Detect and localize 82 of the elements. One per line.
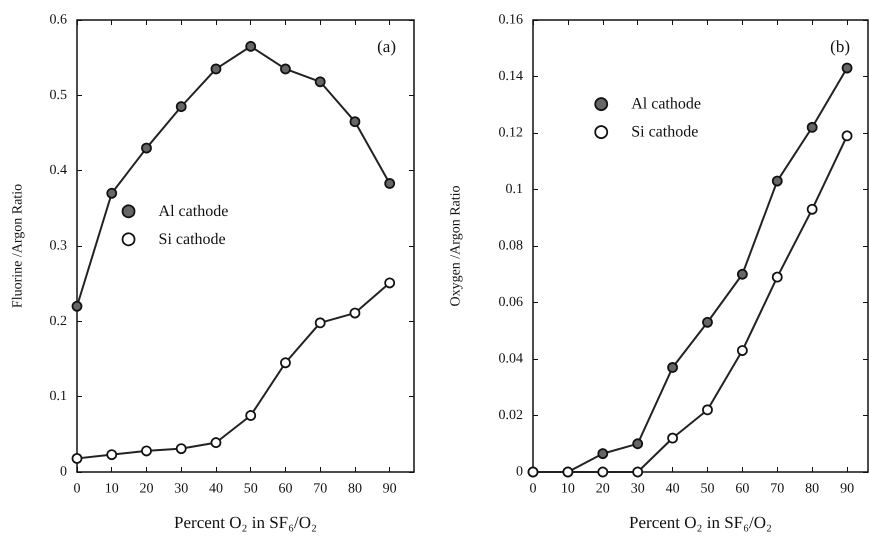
y-tick-label: 0.16 — [498, 12, 523, 28]
point — [280, 357, 291, 368]
point — [806, 204, 818, 215]
y-axis-title: Oxygen /Argon Ratio — [448, 185, 464, 307]
y-tick-label: 0.02 — [498, 408, 523, 423]
x-tick-label: 20 — [139, 482, 154, 496]
legend-label: Al cathode — [158, 202, 228, 220]
x-axis-title: Percent O₂ in SF₆/O₂ — [174, 513, 317, 532]
y-axis-title: Fluorine /Argon Ratio — [10, 184, 26, 308]
point — [210, 64, 222, 74]
point — [314, 76, 326, 88]
point — [632, 438, 644, 450]
point — [597, 448, 608, 460]
x-tick-label: 30 — [630, 482, 645, 496]
y-tick-label: 0.3 — [50, 238, 67, 254]
x-tick-label: 70 — [770, 482, 784, 496]
point — [210, 437, 222, 448]
point — [106, 449, 118, 460]
x-tick-label: 50 — [244, 482, 258, 496]
point — [597, 466, 608, 478]
x-tick-label: 0 — [74, 482, 80, 496]
y-tick-label: 0.08 — [498, 238, 523, 254]
point — [702, 404, 713, 416]
x-tick-label: 20 — [596, 482, 610, 496]
point — [384, 178, 396, 189]
y-tick-label: 0.6 — [50, 12, 67, 28]
point — [141, 446, 152, 456]
point — [176, 443, 187, 454]
x-tick-label: 80 — [805, 482, 820, 496]
legend-label: Al cathode — [631, 96, 701, 113]
point — [280, 64, 291, 74]
y-tick-label: 0.4 — [50, 163, 67, 178]
point — [736, 345, 748, 356]
x-tick-label: 10 — [560, 482, 575, 496]
point — [245, 40, 256, 52]
point — [667, 432, 678, 444]
point — [842, 62, 852, 74]
x-tick-label: 40 — [208, 482, 223, 496]
y-tick-label: 0 — [60, 464, 67, 480]
point — [632, 466, 644, 478]
point — [806, 122, 818, 133]
annotation: (a) — [377, 37, 396, 56]
point — [72, 453, 82, 464]
point — [106, 188, 118, 199]
x-tick-label: 90 — [840, 482, 854, 496]
legend-label: Si cathode — [631, 124, 698, 141]
x-tick-label: 70 — [313, 482, 328, 496]
x-tick-label: 80 — [348, 482, 362, 496]
point — [772, 272, 783, 282]
x-tick-label: 60 — [278, 482, 292, 496]
x-tick-label: 50 — [700, 482, 714, 496]
point — [702, 316, 713, 328]
x-tick-label: 60 — [735, 482, 750, 496]
point — [141, 142, 152, 154]
point — [314, 317, 326, 328]
y-tick-label: 0.2 — [50, 314, 67, 329]
x-tick-label: 90 — [382, 482, 397, 496]
point — [350, 116, 360, 128]
point — [736, 268, 748, 280]
point — [667, 362, 678, 373]
point — [384, 278, 396, 288]
annotation: (b) — [830, 37, 850, 56]
y-tick-label: 0.1 — [506, 182, 523, 197]
y-tick-label: 0.1 — [50, 389, 67, 404]
point — [176, 101, 187, 112]
y-tick-label: 0.04 — [498, 352, 523, 366]
x-tick-label: 10 — [104, 482, 119, 496]
y-tick-label: 0.06 — [498, 295, 523, 310]
point — [772, 176, 783, 186]
x-axis-title: Percent O₂ in SF₆/O₂ — [629, 513, 772, 532]
x-tick-label: 0 — [530, 482, 536, 496]
y-tick-label: 0.14 — [498, 69, 523, 84]
point — [72, 300, 82, 312]
y-tick-label: 0 — [516, 464, 523, 480]
y-tick-label: 0.12 — [498, 126, 523, 140]
point — [245, 410, 256, 421]
legend-label: Si cathode — [158, 230, 226, 248]
point — [842, 130, 852, 142]
x-tick-label: 30 — [174, 482, 188, 496]
x-tick-label: 40 — [666, 482, 680, 496]
y-tick-label: 0.5 — [50, 88, 67, 103]
point — [350, 308, 360, 318]
